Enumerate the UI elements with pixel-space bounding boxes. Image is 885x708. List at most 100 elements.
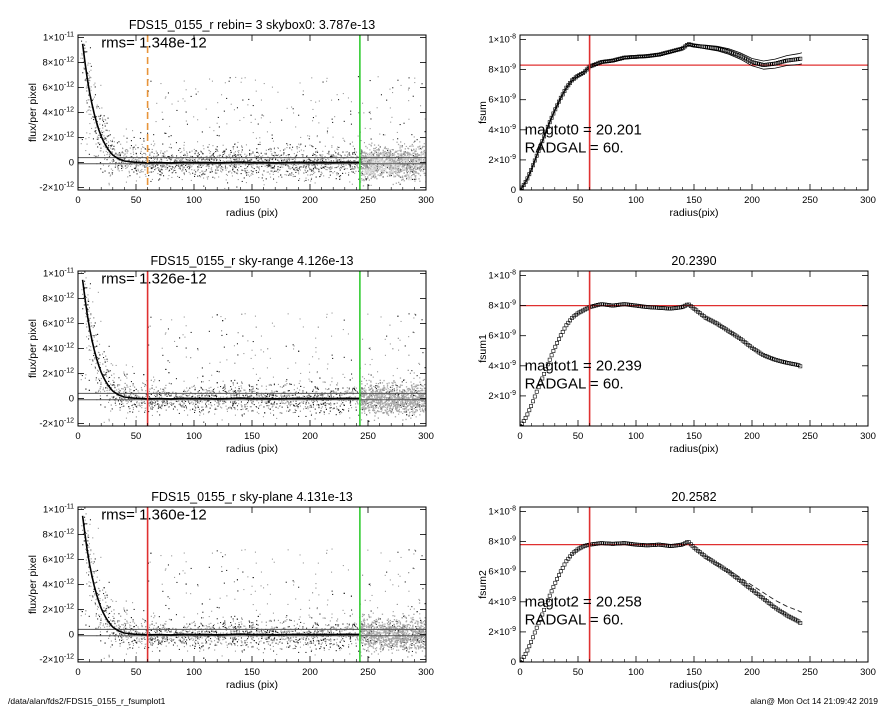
scatter-point xyxy=(159,406,161,408)
scatter-point xyxy=(182,165,184,167)
scatter-point xyxy=(270,167,272,169)
scatter-point xyxy=(343,120,345,122)
scatter-point xyxy=(285,160,287,162)
panel-2: 0 50 100 150 200 250 30002×10-94×10-96×10-98×1… xyxy=(477,34,876,219)
scatter-point xyxy=(176,401,178,403)
scatter-point xyxy=(181,168,183,170)
scatter-point xyxy=(263,115,265,117)
scatter-point xyxy=(372,159,374,161)
scatter-point xyxy=(382,171,384,174)
scatter-point xyxy=(285,396,287,398)
scatter-point xyxy=(413,372,415,374)
scatter-point xyxy=(418,169,421,171)
scatter-point xyxy=(119,152,121,154)
scatter-point xyxy=(175,378,177,380)
scatter-point xyxy=(150,393,152,395)
scatter-point xyxy=(202,174,204,176)
scatter-point xyxy=(349,402,351,404)
scatter-point xyxy=(306,163,308,165)
scatter-point xyxy=(183,316,185,318)
scatter-point xyxy=(176,109,178,111)
scatter-point xyxy=(258,171,260,173)
scatter-point xyxy=(362,338,364,340)
scatter-point xyxy=(274,154,276,156)
scatter-point xyxy=(375,169,377,171)
scatter-point xyxy=(252,132,254,134)
scatter-point xyxy=(397,150,399,152)
scatter-point xyxy=(215,408,217,410)
scatter-point xyxy=(420,383,422,385)
scatter-point xyxy=(415,170,417,172)
scatter-point xyxy=(285,163,287,165)
scatter-point xyxy=(374,148,376,150)
scatter-point xyxy=(159,170,161,172)
scatter-point xyxy=(208,158,210,160)
scatter-point xyxy=(415,165,417,167)
scatter-point xyxy=(335,178,337,180)
scatter-point xyxy=(380,388,382,390)
scatter-point xyxy=(122,167,124,169)
scatter-point xyxy=(373,152,375,155)
scatter-point xyxy=(105,137,107,139)
scatter-point xyxy=(398,157,400,159)
scatter-point xyxy=(402,176,404,178)
scatter-point xyxy=(136,170,138,172)
scatter-point xyxy=(161,347,163,349)
scatter-point xyxy=(120,164,122,166)
scatter-point xyxy=(280,402,282,404)
scatter-point xyxy=(161,160,163,162)
scatter-point xyxy=(374,170,376,172)
scatter-point xyxy=(81,260,82,261)
scatter-point xyxy=(390,165,392,167)
scatter-point xyxy=(305,171,307,173)
scatter-point xyxy=(161,405,163,407)
curve-marker xyxy=(608,58,613,63)
scatter-point xyxy=(86,102,88,104)
scatter-point xyxy=(111,139,113,141)
scatter-point xyxy=(258,169,260,171)
scatter-point xyxy=(277,407,279,409)
scatter-point xyxy=(235,158,237,160)
scatter-point xyxy=(143,401,145,403)
scatter-point xyxy=(337,159,339,161)
scatter-point xyxy=(355,158,357,160)
scatter-point xyxy=(415,155,418,158)
scatter-point xyxy=(257,394,259,396)
scatter-point xyxy=(281,159,283,161)
scatter-point xyxy=(256,156,258,158)
scatter-point xyxy=(229,77,231,79)
scatter-point xyxy=(101,107,103,109)
scatter-point xyxy=(348,174,350,176)
scatter-point xyxy=(268,159,270,161)
scatter-point xyxy=(164,401,166,403)
scatter-point xyxy=(361,178,363,180)
scatter-point xyxy=(249,395,251,397)
scatter-point xyxy=(309,380,311,382)
scatter-point xyxy=(181,151,183,153)
scatter-point xyxy=(186,123,188,125)
scatter-point xyxy=(300,136,302,138)
scatter-point xyxy=(408,118,410,120)
scatter-point xyxy=(313,173,315,175)
scatter-point xyxy=(225,169,227,171)
scatter-point xyxy=(403,152,405,154)
scatter-point xyxy=(185,347,187,349)
scatter-point xyxy=(211,169,213,171)
scatter-point xyxy=(346,168,348,170)
scatter-point xyxy=(236,169,238,171)
scatter-point xyxy=(335,167,337,169)
scatter-point xyxy=(405,167,407,169)
scatter-point xyxy=(185,406,187,408)
scatter-point xyxy=(179,402,181,404)
scatter-point xyxy=(104,157,106,159)
scatter-point xyxy=(245,170,247,172)
scatter-point xyxy=(382,176,384,178)
curve-marker xyxy=(634,54,639,59)
scatter-point xyxy=(162,390,164,392)
scatter-point xyxy=(335,160,337,162)
scatter-point xyxy=(368,166,370,169)
y-tick-label: 6×10-9 xyxy=(488,94,516,106)
scatter-point xyxy=(192,396,194,398)
scatter-point xyxy=(184,100,186,102)
scatter-point xyxy=(240,390,242,392)
